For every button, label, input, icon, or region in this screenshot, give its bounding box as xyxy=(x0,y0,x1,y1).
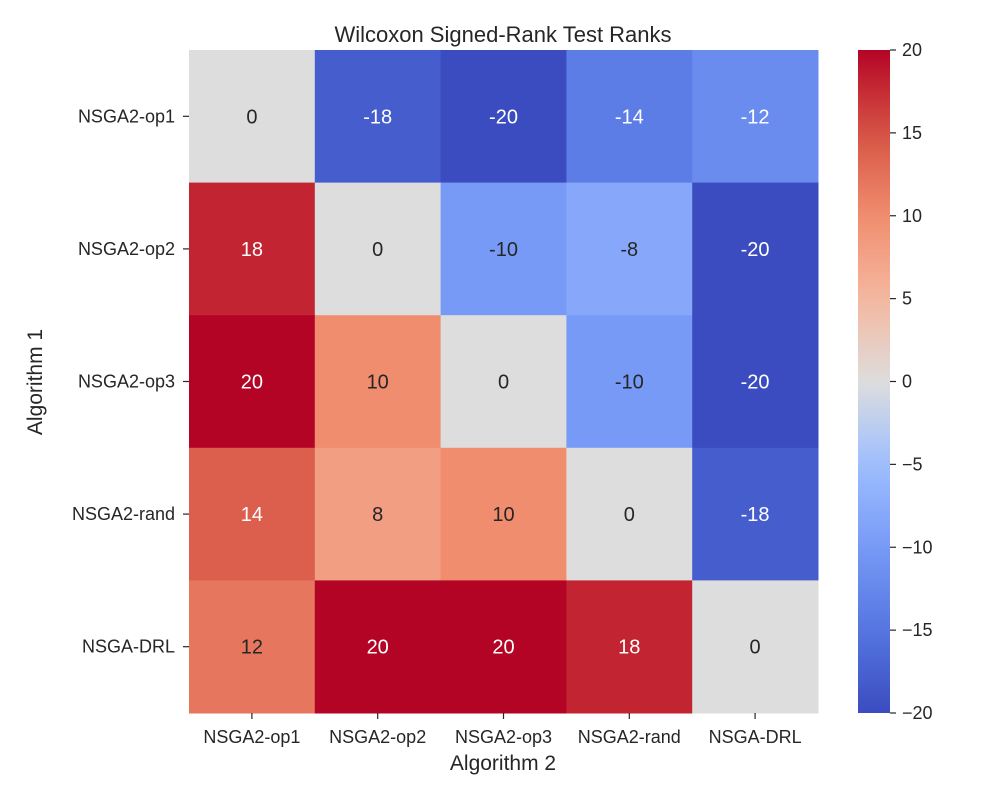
cell-value-label: -8 xyxy=(620,239,638,261)
heatmap-cell xyxy=(566,447,693,581)
heatmap-cell xyxy=(566,50,693,184)
heatmap-cell xyxy=(692,580,819,714)
colorbar-tick-label: 10 xyxy=(902,206,922,226)
cell-value-label: 20 xyxy=(492,637,514,659)
x-tick-label: NSGA2-rand xyxy=(578,727,681,747)
heatmap-cell xyxy=(566,315,693,449)
heatmap-cell xyxy=(692,315,819,449)
cell-value-label: -12 xyxy=(741,106,770,128)
heatmap-cell xyxy=(314,50,442,184)
heatmap-cell xyxy=(440,50,567,184)
cell-value-label: 0 xyxy=(750,637,761,659)
heatmap-cell xyxy=(189,447,316,581)
colorbar-tick-label: −20 xyxy=(902,703,933,723)
heatmap-cell xyxy=(692,50,819,184)
heatmap-cell xyxy=(189,50,316,184)
colorbar-tick-label: 20 xyxy=(902,40,922,60)
heatmap-cell xyxy=(440,182,567,316)
x-axis-label: Algorithm 2 xyxy=(450,752,556,775)
cell-value-label: -14 xyxy=(615,106,644,128)
colorbar-tick-label: −10 xyxy=(902,537,933,557)
cell-value-label: 20 xyxy=(367,637,389,659)
colorbar-tick-label: 0 xyxy=(902,372,912,392)
heatmap-cell xyxy=(314,580,442,714)
y-tick-label: NSGA2-op3 xyxy=(78,372,175,392)
cell-value-label: -18 xyxy=(363,106,392,128)
cell-value-label: 10 xyxy=(492,504,514,526)
heatmap-cell xyxy=(189,182,316,316)
cell-value-label: -20 xyxy=(741,372,770,394)
heatmap-cell xyxy=(314,315,442,449)
colorbar-ticks: 20 15 10 5 0 −5 −10 −15 −20 xyxy=(890,40,933,723)
heatmap-cell xyxy=(566,580,693,714)
heatmap-cell xyxy=(692,447,819,581)
y-tick-label: NSGA2-op1 xyxy=(78,106,175,126)
colorbar-tick-label: 5 xyxy=(902,289,912,309)
cell-value-label: 14 xyxy=(241,504,263,526)
colorbar xyxy=(858,50,890,713)
x-axis-ticks: NSGA2-op1 NSGA2-op2 NSGA2-op3 NSGA2-rand NSG… xyxy=(203,713,802,747)
x-tick-label: NSGA2-op2 xyxy=(329,727,426,747)
heatmap-cell xyxy=(189,315,316,449)
y-axis-label: Algorithm 1 xyxy=(24,329,47,435)
heatmap-cell xyxy=(692,182,819,316)
cell-value-label: 0 xyxy=(372,239,383,261)
colorbar-tick-label: −15 xyxy=(902,620,933,640)
cell-value-label: 20 xyxy=(241,372,263,394)
heatmap-cell xyxy=(314,447,442,581)
y-tick-label: NSGA2-op2 xyxy=(78,239,175,259)
heatmap-cell xyxy=(189,580,316,714)
colorbar-tick-label: 15 xyxy=(902,123,922,143)
heatmap-cell xyxy=(440,447,567,581)
cell-value-label: 10 xyxy=(367,372,389,394)
x-tick-label: NSGA2-op3 xyxy=(455,727,552,747)
x-tick-label: NSGA2-op1 xyxy=(203,727,300,747)
cell-value-label: 8 xyxy=(372,504,383,526)
cell-value-label: -10 xyxy=(615,372,644,394)
cell-value-label: 0 xyxy=(624,504,635,526)
cell-value-label: 18 xyxy=(241,239,263,261)
y-tick-label: NSGA2-rand xyxy=(72,504,175,524)
cell-value-label: 18 xyxy=(618,637,640,659)
cell-value-label: -20 xyxy=(489,106,518,128)
cell-value-label: -10 xyxy=(489,239,518,261)
chart-title: Wilcoxon Signed-Rank Test Ranks xyxy=(334,22,671,47)
cell-value-label: 0 xyxy=(246,106,257,128)
cell-value-label: -18 xyxy=(741,504,770,526)
cell-value-label: 0 xyxy=(498,372,509,394)
heatmap-cells: 0 -18 -20 -14 -12 18 0 -10 -8 -20 20 10 0 -10 -20 14 8 10… xyxy=(189,50,819,714)
heatmap-cell xyxy=(440,315,567,449)
heatmap-cell xyxy=(440,580,567,714)
cell-value-label: 12 xyxy=(241,637,263,659)
x-tick-label: NSGA-DRL xyxy=(709,727,802,747)
colorbar-tick-label: −5 xyxy=(902,454,923,474)
heatmap-cell xyxy=(566,182,693,316)
cell-value-label: -20 xyxy=(741,239,770,261)
y-tick-label: NSGA-DRL xyxy=(82,637,175,657)
heatmap-cell xyxy=(314,182,442,316)
y-axis-ticks: NSGA2-op1 NSGA2-op2 NSGA2-op3 NSGA2-rand NSG… xyxy=(72,106,189,657)
